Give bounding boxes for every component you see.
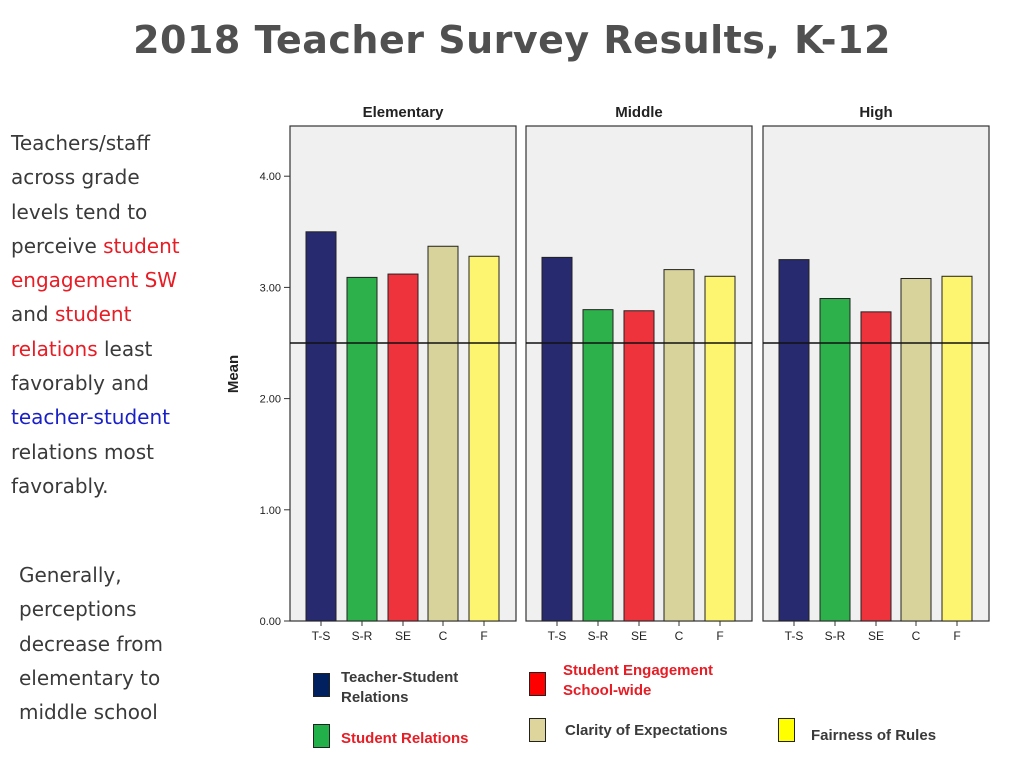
bar <box>541 256 573 622</box>
panel-title: Middle <box>615 104 663 121</box>
legend-label: Student Relations <box>341 730 469 747</box>
legend-label: Student Engagement School-wide <box>563 662 714 699</box>
x-tick-label: T-S <box>785 629 804 643</box>
x-tick-label: C <box>912 629 921 643</box>
summary-highlight-engagement: student engagement SW <box>11 233 180 293</box>
summary-highlight-teacher-student: teacher-student <box>11 405 170 430</box>
bar <box>305 231 337 622</box>
bar <box>346 276 378 622</box>
y-tick-label: 4.00 <box>260 171 281 183</box>
panel-title: High <box>859 104 892 121</box>
bar <box>468 255 500 622</box>
summary-text-part: Teachers/staff across grade levels tend … <box>11 131 151 258</box>
slide-title: 2018 Teacher Survey Results, K-12 <box>133 18 891 62</box>
bar <box>582 309 614 622</box>
x-tick-label: SE <box>395 629 411 643</box>
x-tick-label: S-R <box>352 629 373 643</box>
summary-text-part: least favorably and <box>11 336 153 396</box>
y-tick-label: 1.00 <box>260 505 281 517</box>
x-tick-label: F <box>480 629 487 643</box>
legend-swatch <box>529 672 546 696</box>
bar <box>387 273 419 622</box>
x-tick-label: S-R <box>825 629 846 643</box>
legend-swatch <box>313 673 330 697</box>
bar <box>427 245 459 622</box>
legend-swatch <box>778 718 795 742</box>
x-tick-label: F <box>953 629 960 643</box>
legend-label: Fairness of Rules <box>811 727 937 744</box>
summary-highlight-relations: student relations <box>11 302 132 361</box>
x-tick-label: S-R <box>588 629 609 643</box>
x-tick-label: SE <box>631 629 647 643</box>
bar <box>623 310 655 622</box>
y-tick-label: 3.00 <box>260 282 281 294</box>
x-tick-label: T-S <box>548 629 567 643</box>
bar <box>663 269 695 622</box>
legend-label: Clarity of Expectations <box>565 722 728 739</box>
x-tick-label: F <box>716 629 723 643</box>
legend-swatch <box>313 724 330 748</box>
bar <box>704 275 736 622</box>
summary-text: Teachers/staff across grade levels tend … <box>11 126 201 503</box>
y-tick-label: 2.00 <box>260 394 281 406</box>
y-axis-title: Mean <box>225 355 242 393</box>
legend-swatch <box>529 718 546 742</box>
x-tick-label: C <box>439 629 448 643</box>
bar <box>819 298 851 622</box>
y-tick-label: 0.00 <box>260 616 281 628</box>
bar <box>941 275 973 622</box>
bar <box>900 278 932 622</box>
x-tick-label: T-S <box>312 629 331 643</box>
x-tick-label: SE <box>868 629 884 643</box>
conclusion-text: Generally, perceptions decrease from ele… <box>19 563 163 725</box>
bar-chart: 0.00 1.00 2.00 3.00 4.00 Mean Elementary T-S S-R… <box>225 104 990 643</box>
bar <box>778 259 810 622</box>
panel-title: Elementary <box>363 104 445 121</box>
legend-label: Teacher-Student Relations <box>341 669 459 706</box>
summary-text-part: and <box>11 302 55 327</box>
x-tick-label: C <box>675 629 684 643</box>
summary-text-part: relations most favorably. <box>11 439 154 498</box>
bar <box>860 311 892 622</box>
